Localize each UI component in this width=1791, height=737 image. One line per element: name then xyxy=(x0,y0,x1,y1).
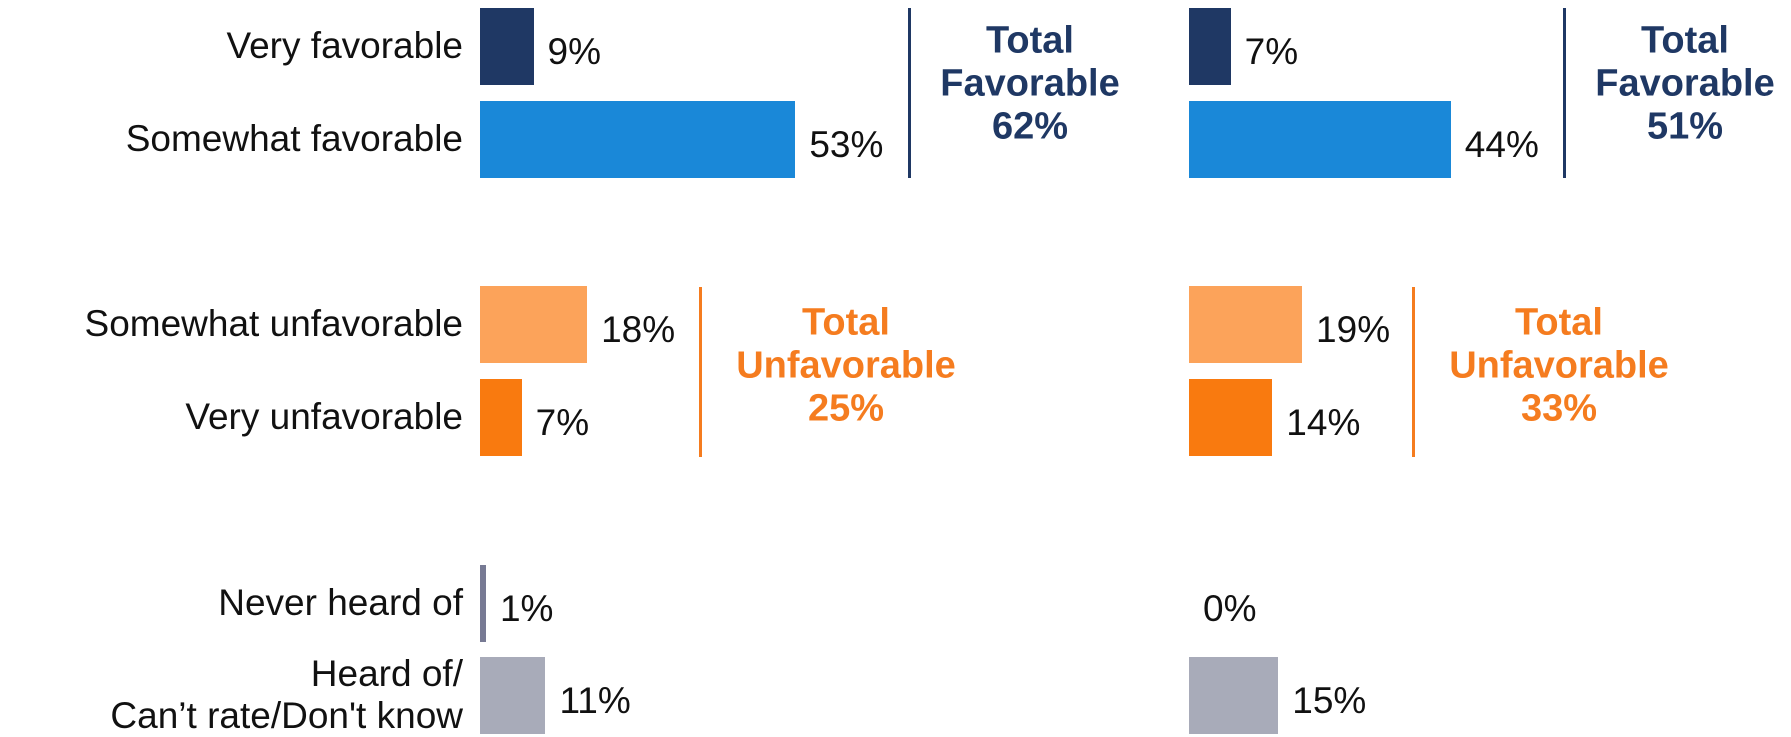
group-total: Total Favorable 62% xyxy=(940,20,1120,149)
category-label: Somewhat unfavorable xyxy=(84,303,463,344)
bar xyxy=(480,564,486,642)
value-label: 11% xyxy=(559,680,631,721)
value-label: 0% xyxy=(1203,588,1257,629)
value-label: 53% xyxy=(809,124,884,165)
bar xyxy=(480,7,534,85)
value-label: 19% xyxy=(1316,309,1391,350)
bar xyxy=(480,285,588,363)
group-total: Total Favorable 51% xyxy=(1595,20,1775,149)
value-label: 7% xyxy=(1244,31,1299,72)
group-label: Unfavorable xyxy=(1449,344,1669,387)
category-label: Heard of/ Can’t rate/Don't know xyxy=(110,653,463,736)
group-label: Favorable xyxy=(1595,62,1775,105)
bar xyxy=(1189,656,1279,734)
group-total-value: 51% xyxy=(1646,105,1724,148)
value-label: 7% xyxy=(535,402,590,443)
category-label: Somewhat favorable xyxy=(125,118,463,159)
category-label: Very favorable xyxy=(226,25,463,66)
group-label: Favorable xyxy=(940,62,1120,105)
value-label: 15% xyxy=(1292,680,1367,721)
group-total-value: 33% xyxy=(1520,387,1598,430)
value-label: 44% xyxy=(1464,124,1539,165)
group-label: Total xyxy=(1515,301,1603,344)
group-label: Total xyxy=(802,301,890,344)
bar xyxy=(480,656,546,734)
bar xyxy=(1189,378,1273,456)
group-total-value: 62% xyxy=(991,105,1069,148)
bar xyxy=(1189,7,1231,85)
group-divider xyxy=(1563,8,1566,178)
group-total-value: 25% xyxy=(807,387,885,430)
bar xyxy=(1189,100,1451,178)
bar xyxy=(480,100,796,178)
group-divider xyxy=(1412,287,1415,457)
group-label: Total xyxy=(986,19,1074,62)
value-label: 9% xyxy=(547,31,602,72)
value-label: 14% xyxy=(1286,402,1361,443)
value-label: 18% xyxy=(601,309,676,350)
group-total: Total Unfavorable 25% xyxy=(736,302,956,431)
bar xyxy=(480,378,522,456)
group-label: Total xyxy=(1641,19,1729,62)
group-divider xyxy=(699,287,702,457)
group-label: Unfavorable xyxy=(736,344,956,387)
value-label: 1% xyxy=(499,588,554,629)
category-label: Never heard of xyxy=(218,582,463,623)
group-divider xyxy=(908,8,911,178)
bar xyxy=(1189,285,1303,363)
group-total: Total Unfavorable 33% xyxy=(1449,302,1669,431)
category-label: Very unfavorable xyxy=(185,396,463,437)
